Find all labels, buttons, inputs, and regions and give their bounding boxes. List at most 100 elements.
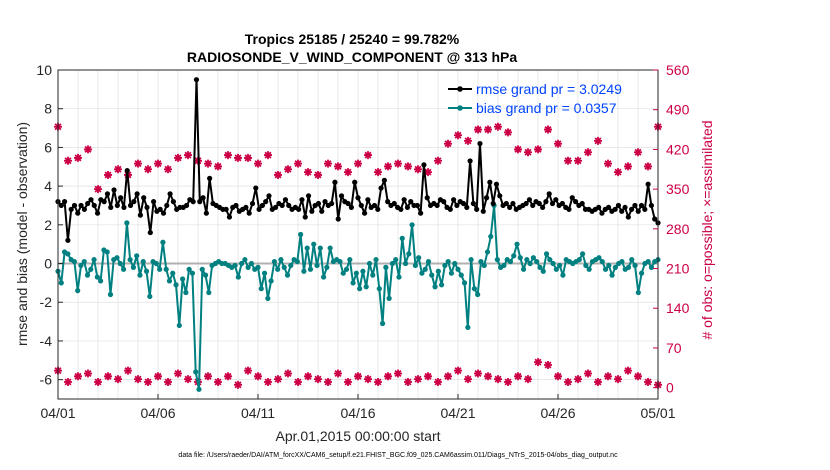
obs-assimilated-marker	[234, 380, 242, 389]
obs-assimilated-marker	[94, 377, 102, 386]
rmse-point	[259, 202, 265, 209]
obs-assimilated-marker	[544, 360, 552, 369]
bias-point	[629, 257, 635, 263]
obs-possible-marker	[634, 148, 642, 157]
obs-possible-marker	[254, 159, 262, 168]
rmse-point	[335, 216, 341, 222]
obs-assimilated-marker	[464, 375, 472, 384]
bias-point	[373, 257, 379, 263]
rmse-point	[622, 204, 628, 211]
rmse-point	[401, 197, 407, 203]
bias-point	[202, 272, 209, 278]
obs-assimilated-marker	[504, 377, 512, 386]
bias-point	[255, 264, 261, 270]
rmse-point	[299, 197, 305, 203]
rmse-point	[526, 197, 533, 203]
bias-point	[439, 282, 445, 288]
rmse-point	[375, 206, 381, 212]
bias-point	[376, 286, 382, 292]
bias-point	[206, 289, 212, 296]
rmse-point	[302, 214, 308, 220]
obs-assimilated-marker	[204, 372, 212, 381]
obs-possible-marker	[524, 148, 532, 157]
bias-point	[170, 270, 176, 276]
bias-point	[311, 241, 317, 247]
bias-point	[458, 272, 464, 278]
rmse-point	[118, 195, 124, 201]
bias-point	[183, 289, 189, 296]
bias-point	[422, 266, 428, 272]
rmse-point	[642, 206, 648, 212]
rmse-point	[207, 175, 213, 181]
obs-possible-marker	[374, 168, 382, 177]
bias-point	[635, 289, 641, 296]
rmse-point	[243, 204, 249, 211]
bias-point	[140, 258, 146, 265]
bias-point	[134, 253, 140, 259]
rmse-point	[183, 202, 190, 209]
bias-point	[429, 272, 435, 278]
bias-point	[511, 253, 517, 259]
bias-point	[347, 257, 353, 263]
rmse-point	[546, 191, 552, 197]
rmse-point	[61, 199, 68, 205]
rmse-point	[477, 140, 483, 147]
rmse-point	[256, 206, 262, 212]
rmse-point	[503, 200, 509, 207]
rmse-point	[361, 210, 368, 216]
bias-point	[553, 266, 559, 272]
rmse-point	[81, 206, 87, 212]
bias-point	[461, 280, 468, 286]
bias-point	[530, 255, 537, 261]
obs-possible-marker	[264, 151, 272, 160]
bias-point	[275, 266, 281, 272]
right-tick-label: 350	[666, 181, 690, 197]
obs-possible-marker	[584, 148, 592, 157]
bias-point	[366, 260, 373, 267]
bias-point	[157, 266, 163, 272]
rmse-point	[266, 193, 272, 199]
rmse-point	[507, 204, 513, 211]
rmse-point	[408, 199, 414, 205]
bias-point	[268, 278, 274, 284]
rmse-point	[566, 206, 572, 212]
bias-point	[370, 272, 376, 278]
obs-assimilated-marker	[394, 369, 402, 378]
obs-assimilated-marker	[524, 375, 532, 384]
bias-point	[88, 266, 94, 272]
obs-assimilated-marker	[534, 358, 542, 367]
obs-assimilated-marker	[284, 369, 292, 378]
bias-point	[284, 272, 291, 278]
rmse-point	[94, 210, 101, 216]
obs-possible-marker	[184, 151, 192, 160]
right-tick-label: 210	[666, 261, 690, 277]
bias-point	[419, 270, 425, 276]
rmse-point	[460, 200, 467, 207]
rmse-point	[151, 199, 157, 205]
obs-assimilated-marker	[264, 377, 272, 386]
obs-possible-marker	[234, 153, 242, 162]
rmse-point	[414, 202, 420, 209]
obs-assimilated-marker	[164, 377, 172, 386]
rmse-point	[454, 202, 460, 209]
bias-point	[242, 257, 248, 263]
obs-possible-marker	[504, 128, 512, 137]
rmse-point	[434, 202, 440, 209]
rmse-point	[549, 200, 556, 207]
rmse-point	[441, 199, 447, 205]
obs-possible-marker	[444, 139, 452, 148]
grid	[57, 69, 659, 399]
bias-point	[314, 262, 320, 269]
rmse-point	[536, 200, 542, 207]
rmse-point	[540, 204, 546, 211]
rmse-point	[78, 202, 84, 209]
bias-point	[599, 258, 605, 265]
left-tick-label: 2	[44, 217, 52, 233]
right-tick-label: 490	[666, 102, 690, 118]
bias-point	[124, 220, 130, 226]
chart-title-line2: RADIOSONDE_V_WIND_COMPONENT @ 313 hPa	[187, 49, 517, 65]
obs-possible-marker	[614, 168, 622, 177]
x-axis-ticks: 04/01 04/06 04/11 04/16 04/21 04/26 05/01	[40, 394, 676, 421]
obs-possible-marker	[464, 136, 472, 145]
legend-rmse-marker	[457, 86, 463, 92]
